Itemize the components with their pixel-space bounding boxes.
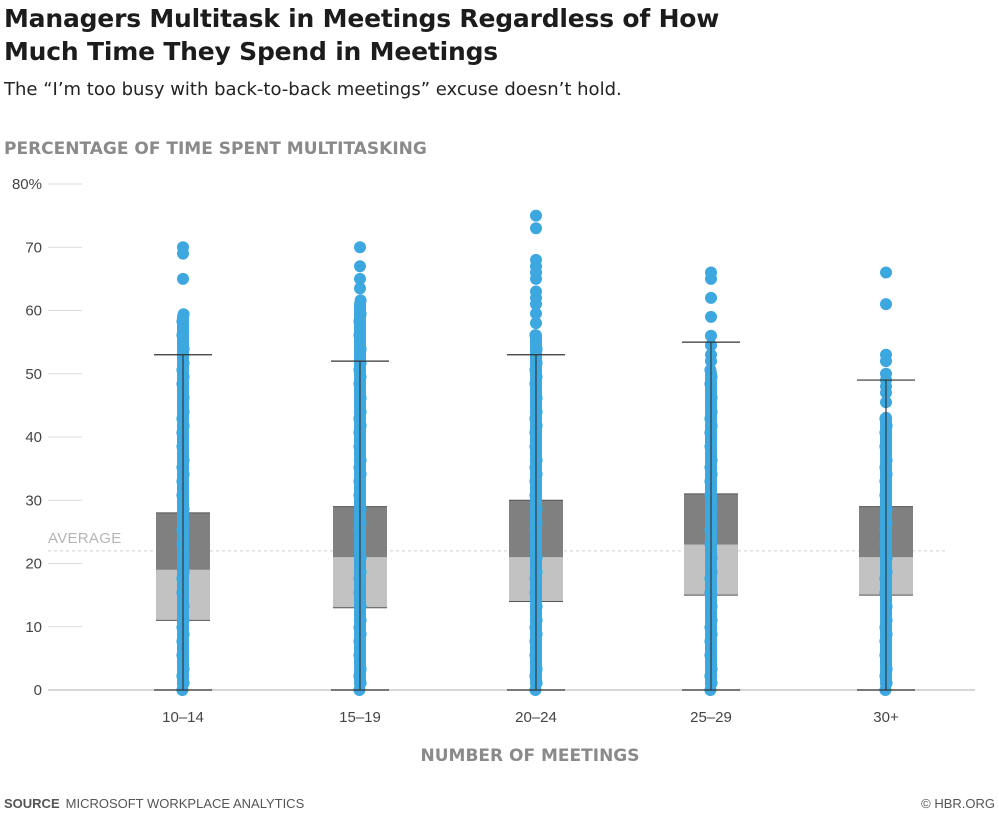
source-text: MICROSOFT WORKPLACE ANALYTICS	[65, 796, 305, 811]
outlier-point	[530, 209, 542, 222]
x-tick-label: 20–24	[515, 709, 557, 726]
outlier-point	[354, 241, 366, 254]
chart-title: Managers Multitask in Meetings Regardles…	[4, 4, 720, 66]
source-note: SOURCE MICROSOFT WORKPLACE ANALYTICS	[4, 796, 304, 811]
average-line-group: AVERAGE	[48, 530, 945, 552]
x-tick-label: 25–29	[690, 709, 732, 726]
outlier-point	[705, 266, 717, 279]
y-tick-label: 50	[25, 366, 42, 383]
y-tick-label: 40	[25, 429, 42, 446]
y-tick-label: 30	[25, 492, 42, 509]
source-label: SOURCE	[4, 796, 60, 811]
y-tick-label: 80%	[12, 176, 42, 193]
data-point	[529, 329, 542, 342]
outlier-point	[354, 272, 366, 285]
outlier-point	[354, 282, 366, 295]
outlier-point	[530, 222, 542, 235]
outlier-point	[880, 348, 892, 361]
outlier-point	[530, 253, 542, 266]
outlier-point	[880, 298, 892, 311]
outlier-point	[705, 310, 717, 323]
x-tick-label: 15–19	[339, 709, 381, 726]
points	[176, 209, 893, 696]
y-tick-label: 70	[25, 239, 42, 256]
y-tick-label: 10	[25, 619, 42, 636]
outlier-point	[705, 291, 717, 304]
tick-labels: 0 10 20 30 40 50 60 70 80% 10–14 15–19 20–24 25–29 30…	[12, 176, 899, 726]
credit-text: © HBR.ORG	[921, 796, 995, 811]
data-point	[177, 308, 190, 321]
x-axis-title: NUMBER OF MEETINGS	[420, 746, 640, 766]
outlier-point	[354, 260, 366, 273]
y-tick-label: 20	[25, 556, 42, 573]
outlier-point	[880, 266, 892, 279]
whiskers	[154, 341, 915, 691]
outlier-point	[177, 272, 189, 285]
x-tick-label: 10–14	[162, 709, 204, 726]
y-tick-label: 60	[25, 303, 42, 320]
outlier-point	[880, 367, 892, 380]
x-tick-label: 30+	[873, 709, 899, 726]
average-label: AVERAGE	[48, 530, 122, 547]
outlier-point	[530, 317, 542, 330]
y-axis-title: PERCENTAGE OF TIME SPENT MULTITASKING	[4, 139, 427, 159]
outlier-point	[530, 285, 542, 298]
outlier-point	[177, 241, 189, 254]
y-tick-label: 0	[34, 682, 42, 699]
chart-plot: AVERAGE 0 10 20 30 40 50 60 70 80% 10–14 15–19 20–2…	[12, 176, 975, 726]
chart-subtitle: The “I’m too busy with back-to-back meet…	[4, 79, 622, 100]
outlier-point	[530, 307, 542, 320]
outlier-point	[705, 329, 717, 342]
data-point	[354, 294, 367, 307]
